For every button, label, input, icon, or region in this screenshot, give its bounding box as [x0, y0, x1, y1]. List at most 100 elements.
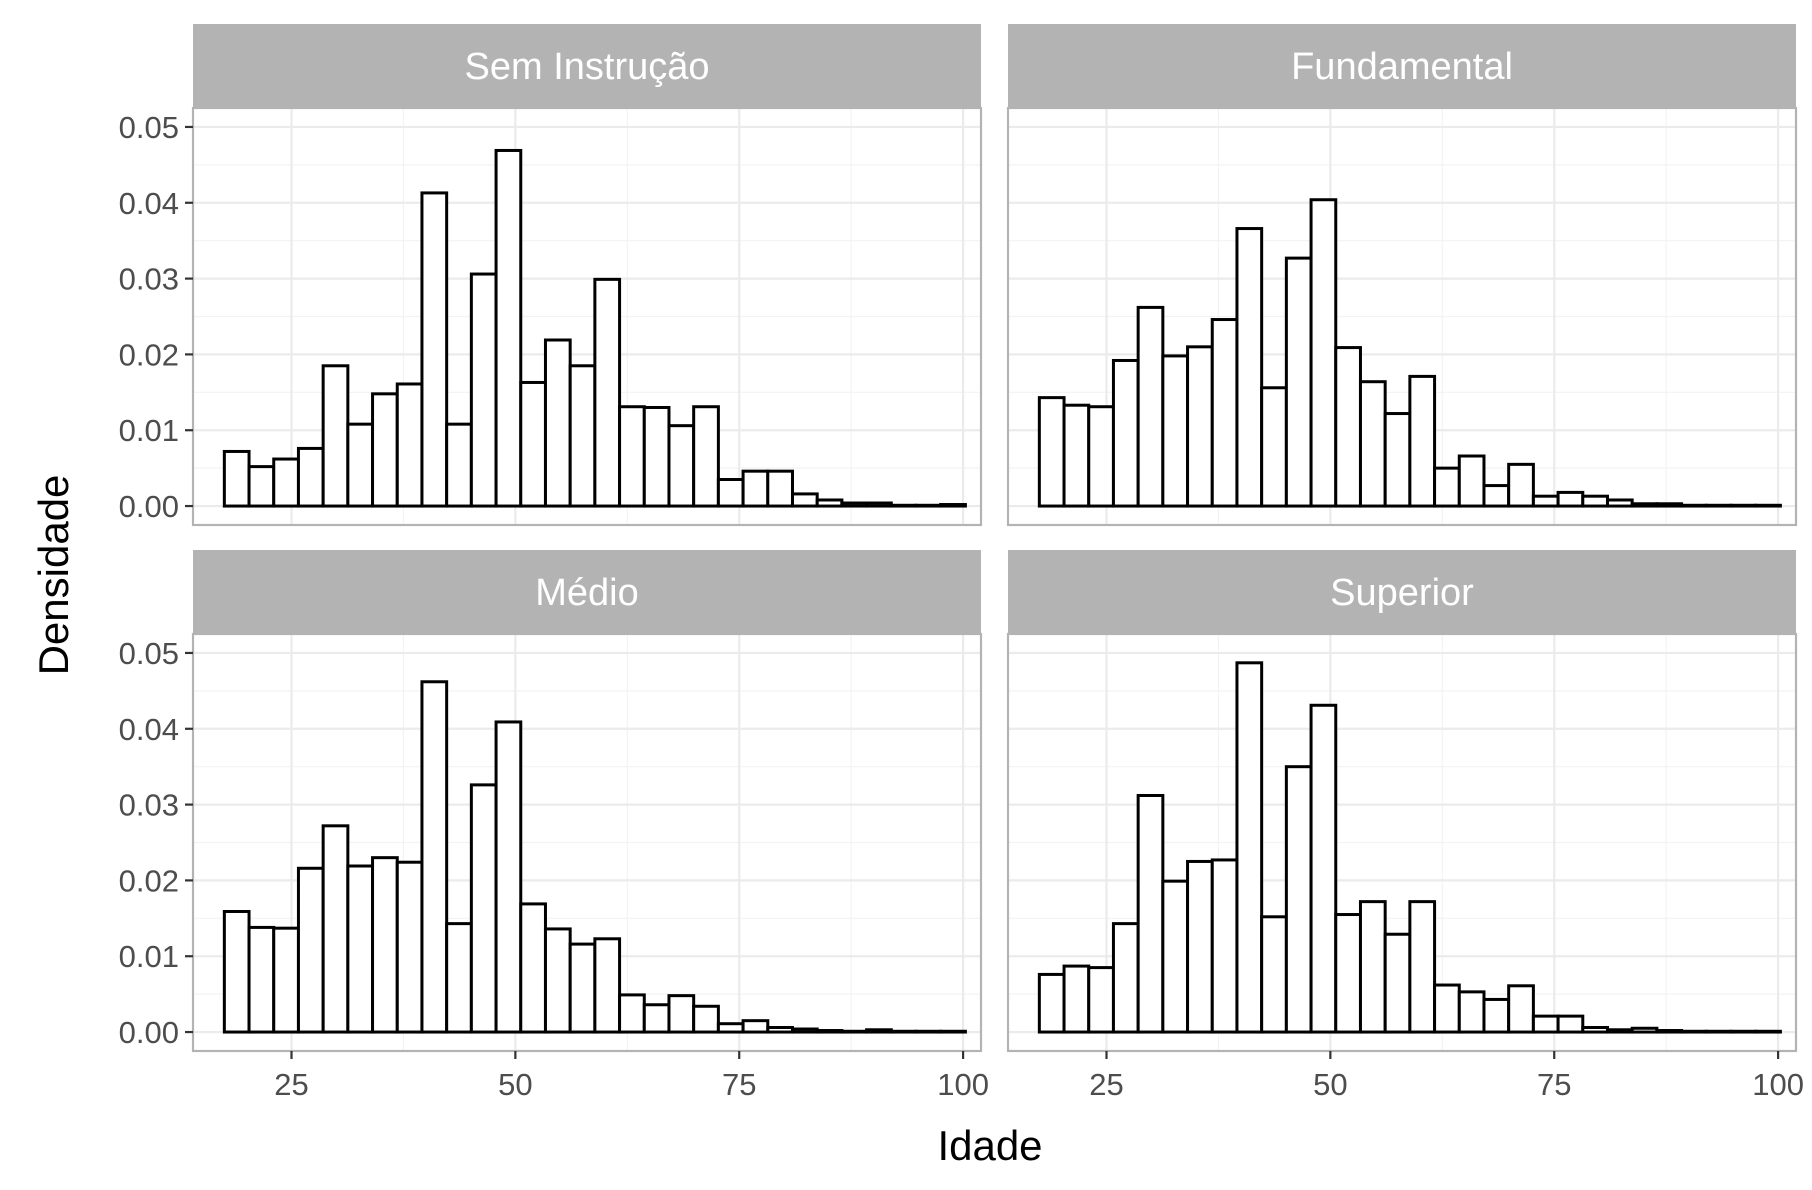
- histogram-bar: [1605, 1028, 1634, 1034]
- histogram-bar: [939, 503, 967, 508]
- histogram-bar: [716, 478, 745, 508]
- histogram-bar: [296, 866, 325, 1034]
- histogram-bar: [914, 1029, 943, 1034]
- histogram-bar: [1581, 1025, 1609, 1034]
- histogram-bar: [272, 457, 300, 508]
- x-tick-label: 100: [1752, 1067, 1804, 1102]
- y-tick-label: 0.05: [119, 110, 179, 145]
- histogram-bar: [395, 860, 424, 1034]
- x-tick-label: 50: [1313, 1067, 1347, 1102]
- histogram-bar: [1556, 1014, 1585, 1034]
- histogram-bar: [815, 1029, 844, 1034]
- histogram-bar: [494, 720, 523, 1034]
- histogram-bar: [1531, 494, 1560, 508]
- y-tick-label: 0.05: [119, 636, 179, 671]
- histogram-bar: [296, 446, 325, 508]
- histogram-bar: [1087, 405, 1115, 508]
- histogram-bar: [543, 927, 572, 1034]
- facet-strip: [193, 550, 981, 634]
- histogram-bar: [1334, 913, 1362, 1034]
- histogram-bar: [1062, 964, 1091, 1034]
- histogram-bar: [1507, 984, 1535, 1034]
- y-axis-title: Densidade: [30, 475, 77, 676]
- histogram-bar: [519, 380, 547, 508]
- histogram-bar: [1235, 661, 1264, 1034]
- histogram-bar: [889, 503, 918, 508]
- histogram-bar: [766, 1025, 794, 1034]
- facet-strip-label: Fundamental: [1291, 46, 1513, 88]
- histogram-bar: [1087, 966, 1115, 1034]
- histogram-bar: [618, 993, 646, 1034]
- y-tick-label: 0.04: [119, 712, 179, 747]
- y-tick-label: 0.01: [119, 413, 179, 448]
- histogram-bar: [371, 856, 399, 1034]
- histogram-bar: [667, 424, 696, 508]
- histogram-bar: [1186, 859, 1214, 1034]
- histogram-bar: [1136, 793, 1165, 1034]
- histogram-bar: [692, 405, 720, 508]
- histogram-bar: [1457, 454, 1486, 508]
- histogram-bar: [840, 1029, 869, 1034]
- histogram-bar: [1531, 1014, 1560, 1034]
- histogram-bar: [1507, 462, 1535, 508]
- x-axis-title: Idade: [937, 1122, 1042, 1169]
- histogram-bar: [593, 937, 622, 1034]
- histogram-bar: [1334, 346, 1362, 508]
- histogram-bar: [222, 909, 251, 1034]
- histogram-bar: [1062, 403, 1091, 508]
- histogram-bar: [1161, 879, 1190, 1034]
- histogram-bar: [321, 824, 350, 1034]
- histogram-bar: [815, 498, 844, 508]
- histogram-bar: [543, 338, 572, 508]
- histogram-bar: [1482, 997, 1511, 1034]
- histogram-bar: [1284, 765, 1313, 1034]
- histogram-bar: [568, 942, 597, 1034]
- histogram-bar: [1358, 900, 1387, 1034]
- x-tick-label: 75: [722, 1067, 756, 1102]
- facet-panel: Superior 25 50 75 100: [1006, 550, 1804, 1102]
- histogram-bar: [494, 148, 523, 508]
- histogram-bar: [1680, 503, 1708, 508]
- histogram-bar: [1186, 345, 1214, 508]
- histogram-bar: [1704, 1029, 1733, 1034]
- histogram-bar: [865, 1028, 893, 1034]
- histogram-bar: [1260, 386, 1288, 508]
- histogram-bar: [1630, 502, 1659, 508]
- histogram-bar: [247, 925, 276, 1034]
- histogram-bar: [1457, 990, 1486, 1034]
- histogram-bar: [790, 1027, 819, 1034]
- histogram-bar: [1581, 494, 1609, 508]
- histogram-bar: [1655, 502, 1684, 508]
- facet-strip-label: Sem Instrução: [465, 46, 710, 88]
- facet-strip: [1008, 24, 1796, 108]
- x-tick-label: 50: [498, 1067, 532, 1102]
- histogram-bar: [371, 392, 399, 508]
- histogram-bar: [1556, 490, 1585, 508]
- histogram-bar: [1729, 503, 1758, 508]
- histogram-bar: [519, 902, 547, 1034]
- histogram-bar: [469, 272, 498, 508]
- histogram-bar: [445, 422, 473, 508]
- histogram-bar: [1704, 503, 1733, 508]
- histogram-bar: [568, 364, 597, 508]
- histogram-bar: [420, 680, 449, 1034]
- histogram-bar: [716, 1022, 745, 1034]
- histogram-bar: [1408, 374, 1437, 508]
- histogram-bar: [692, 1004, 720, 1034]
- histogram-bar: [939, 1029, 967, 1034]
- histogram-bar: [667, 994, 696, 1034]
- x-tick-label: 100: [937, 1067, 989, 1102]
- histogram-bar: [1383, 932, 1412, 1034]
- y-tick-label: 0.02: [119, 337, 179, 372]
- histogram-bar: [1037, 396, 1066, 508]
- histogram-bar: [790, 492, 819, 508]
- histogram-bar: [272, 926, 300, 1034]
- facet-strip-label: Superior: [1330, 572, 1474, 614]
- histogram-bar: [1136, 305, 1165, 508]
- histogram-bar: [445, 922, 473, 1034]
- histogram-bar: [1309, 703, 1338, 1034]
- facet-strip: [193, 24, 981, 108]
- histogram-bar: [642, 405, 671, 508]
- histogram-bar: [1260, 915, 1288, 1034]
